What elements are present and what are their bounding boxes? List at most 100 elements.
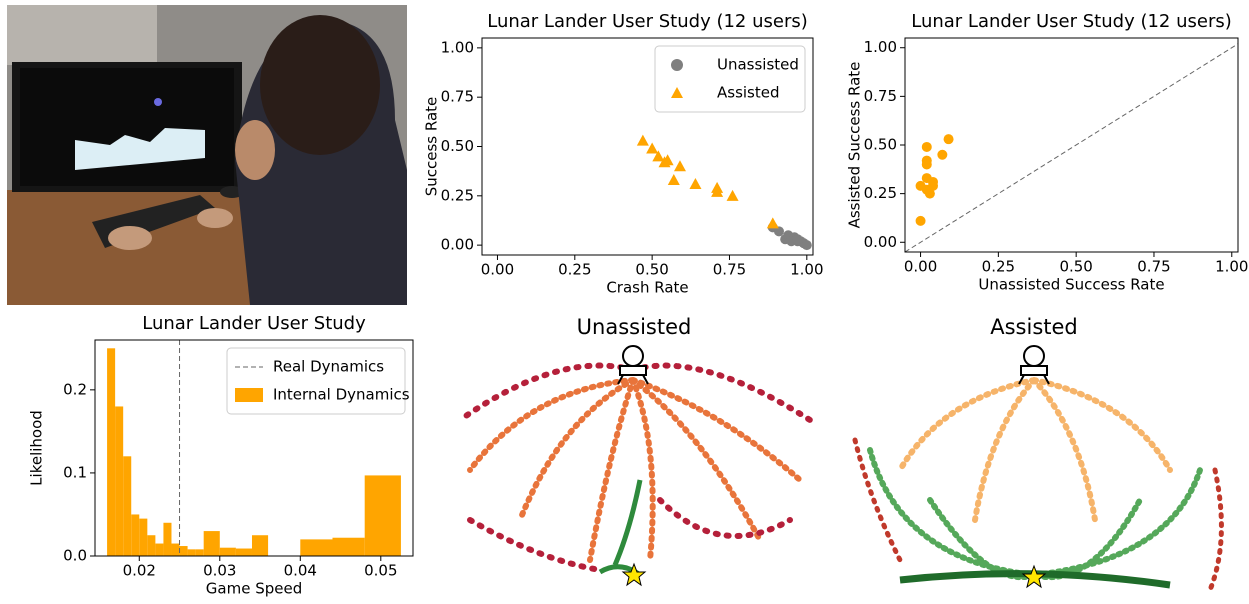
y-axis-label: Assisted Success Rate	[846, 62, 864, 229]
y-tick-label: 0.75	[441, 88, 474, 106]
y-tick-label: 0.25	[864, 184, 897, 202]
photo-terrain	[75, 128, 205, 170]
y-tick-label: 0.2	[63, 380, 87, 398]
histogram-bar	[332, 537, 365, 556]
panel-title: Unassisted	[577, 315, 692, 339]
photo-head	[260, 15, 380, 155]
photo-face	[235, 120, 275, 180]
x-tick-label: 0.00	[481, 261, 514, 279]
trajectory-illustration	[897, 377, 1173, 523]
histogram-bar	[171, 543, 180, 556]
x-tick-label: 1.00	[1215, 258, 1248, 276]
point	[766, 217, 779, 229]
y-tick-label: 0.0	[63, 547, 87, 565]
histogram-bar	[147, 535, 156, 556]
legend-label: Assisted	[717, 84, 780, 102]
histogram-bar	[107, 348, 116, 556]
point	[711, 185, 724, 197]
photo-hand	[108, 226, 152, 250]
legend-frame	[654, 45, 806, 113]
histogram-bar	[155, 543, 164, 556]
x-tick-label: 0.25	[558, 261, 591, 279]
point	[689, 177, 702, 189]
histogram-bar	[139, 518, 148, 556]
trajectory-illustration	[852, 437, 1224, 593]
histogram-bar	[251, 535, 269, 556]
x-axis-label: Crash Rate	[606, 279, 688, 297]
point	[661, 154, 674, 166]
point	[915, 215, 926, 226]
x-axis-label: Unassisted Success Rate	[978, 276, 1164, 294]
y-tick-label: 0.50	[441, 137, 474, 155]
point	[773, 226, 784, 237]
goal-star	[1021, 564, 1047, 589]
histogram-bar	[115, 406, 124, 556]
x-tick-label: 0.50	[635, 261, 668, 279]
point	[636, 134, 649, 146]
histogram-bar	[195, 549, 204, 556]
chart-title: Lunar Lander User Study (12 users)	[911, 11, 1232, 32]
point	[667, 174, 680, 186]
legend-label: Internal Dynamics	[273, 386, 410, 404]
x-tick-label: 0.05	[364, 562, 397, 580]
x-tick-label: 1.00	[790, 261, 823, 279]
histogram-bar	[300, 539, 333, 556]
x-tick-label: 0.75	[713, 261, 746, 279]
point	[924, 188, 935, 199]
x-tick-label: 0.02	[123, 562, 156, 580]
histogram-bar	[179, 546, 188, 556]
y-tick-label: 1.00	[864, 38, 897, 56]
panel-title: Assisted	[990, 315, 1078, 339]
y-tick-label: 0.1	[63, 463, 87, 481]
x-tick-label: 0.04	[284, 562, 317, 580]
legend: Unassisted Assisted	[654, 45, 806, 113]
trajectory-illustration	[457, 362, 813, 573]
legend-label: Real Dynamics	[273, 358, 384, 376]
lander-icon	[1018, 345, 1050, 385]
y-tick-label: 0.25	[441, 186, 474, 204]
histogram-bar	[131, 514, 140, 556]
photo-lander	[154, 98, 162, 106]
legend-swatch	[671, 59, 683, 71]
x-tick-label: 0.03	[203, 562, 236, 580]
x-tick-label: 0.00	[904, 258, 937, 276]
trajectory-panel: Unassisted	[457, 315, 813, 587]
point	[652, 150, 665, 162]
y-tick-label: 0.75	[864, 87, 897, 105]
photo-screen	[20, 68, 234, 186]
legend-swatch	[235, 388, 263, 402]
y-tick-label: 0.00	[441, 236, 474, 254]
point	[937, 149, 948, 160]
plot-frame	[481, 37, 814, 256]
trajectory-illustration	[598, 479, 643, 578]
y-tick-label: 0.00	[864, 233, 897, 251]
x-tick-label: 0.50	[1059, 258, 1092, 276]
point	[921, 141, 932, 152]
point	[673, 160, 686, 172]
point	[928, 180, 939, 191]
histogram-bar	[203, 531, 220, 556]
point	[801, 240, 812, 251]
legend-label: Unassisted	[717, 56, 799, 74]
point	[792, 234, 803, 245]
point	[646, 142, 659, 154]
trajectory-illustration	[867, 447, 1203, 581]
chart-title: Lunar Lander User Study (12 users)	[487, 11, 808, 32]
histogram-bar	[187, 549, 196, 556]
histogram-bar	[123, 456, 132, 556]
x-tick-label: 0.25	[982, 258, 1015, 276]
trajectory-illustration	[467, 377, 803, 563]
y-tick-label: 0.50	[864, 136, 897, 154]
point	[943, 134, 954, 145]
trajectory-panel: Assisted	[852, 315, 1224, 593]
y-tick-label: 1.00	[441, 38, 474, 56]
histogram-bar	[219, 547, 236, 556]
histogram-bar	[163, 522, 172, 556]
legend-swatch	[671, 87, 683, 98]
legend: Real Dynamics Internal Dynamics	[226, 347, 410, 415]
legend-frame	[226, 347, 406, 415]
photo-hand	[197, 208, 233, 228]
goal-star	[621, 562, 647, 587]
plot-frame	[94, 339, 414, 557]
